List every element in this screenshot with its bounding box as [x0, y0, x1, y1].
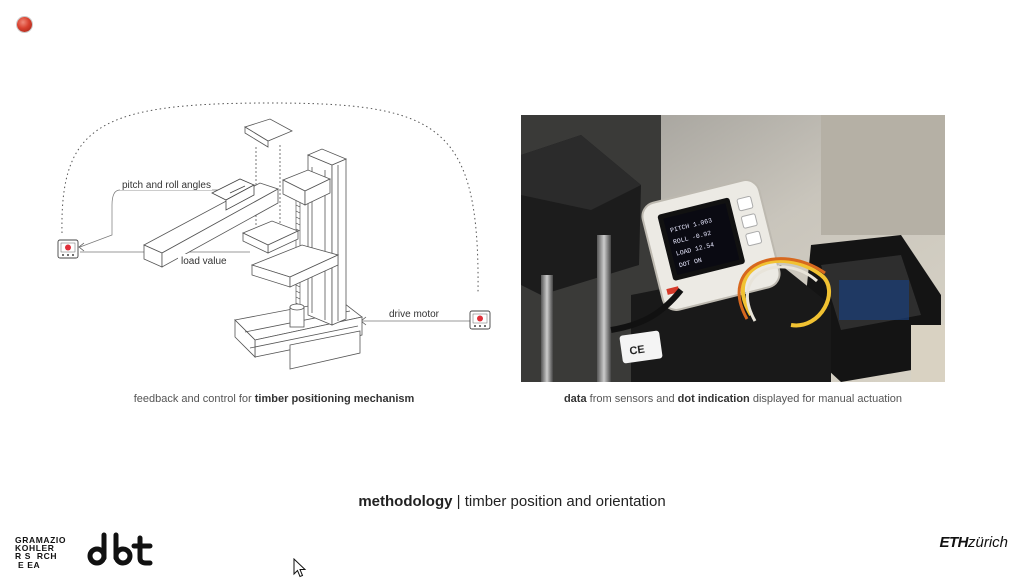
- label-drive-motor: drive motor: [389, 309, 440, 320]
- gramazio-kohler-logo: GRAMAZIO KOHLER R S RCH E EA: [15, 535, 67, 570]
- label-pitch-roll: pitch and roll angles: [122, 180, 211, 191]
- sensor-device-icon: [57, 239, 79, 259]
- motor-device-icon: [469, 310, 491, 330]
- eth-zurich-logo: ETHzürich: [939, 534, 1008, 551]
- device-photo: PITCH 1.063 ROLL -0.92 LOAD 12.54 DOT ON…: [521, 115, 945, 382]
- slide-title: methodology | timber position and orient…: [358, 493, 666, 510]
- diagram-caption: feedback and control for timber position…: [133, 393, 415, 405]
- mouse-cursor-icon: [293, 558, 307, 578]
- photo-caption: data from sensors and dot indication dis…: [563, 393, 903, 405]
- label-load-value: load value: [181, 256, 227, 267]
- mechanism-diagram: pitch and roll angles load value drive m…: [57, 102, 491, 370]
- dbt-logo: [87, 532, 153, 566]
- record-icon[interactable]: [17, 17, 32, 32]
- ce-label: CE: [629, 344, 646, 358]
